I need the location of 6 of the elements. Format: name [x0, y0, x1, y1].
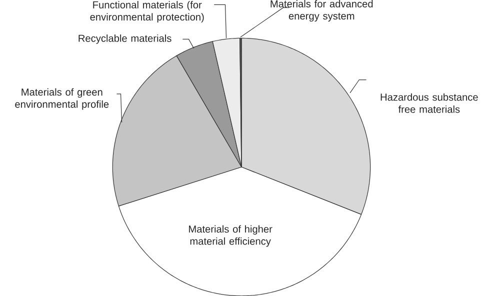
slice-label: Materials of higher material efficiency — [189, 225, 272, 247]
slice-label: Materials of green environmental profile — [15, 88, 109, 110]
slice-label: Hazardous substance free materials — [380, 93, 478, 113]
slice-label: Functional materials (for environmental protection) — [90, 0, 204, 22]
slice-label: Recyclable materials — [78, 34, 172, 44]
slice-label: Materials for advanced energy system — [270, 0, 373, 22]
